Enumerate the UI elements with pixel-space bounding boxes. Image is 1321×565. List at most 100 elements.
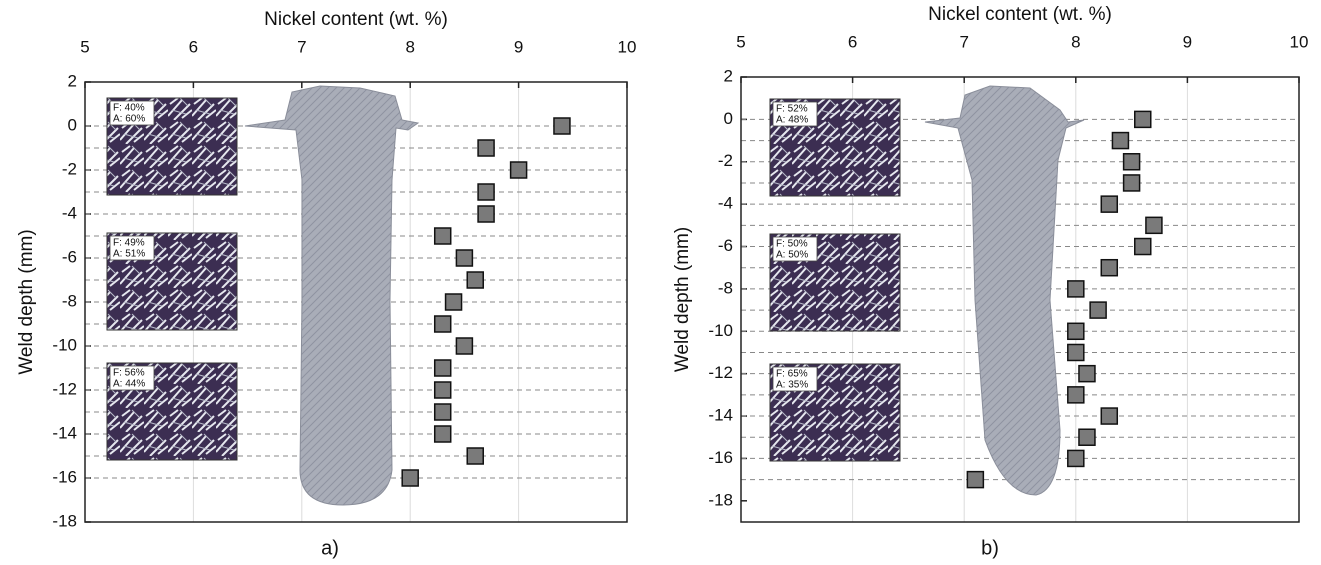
y-tick-label: -4 — [718, 194, 733, 213]
data-point — [1067, 280, 1085, 298]
x-tick-label: 6 — [848, 32, 857, 51]
data-point — [466, 271, 484, 289]
data-point — [553, 117, 571, 135]
data-point — [1122, 174, 1141, 192]
data-point — [477, 205, 495, 223]
y-tick-label: -18 — [708, 490, 733, 509]
data-point — [433, 425, 452, 443]
y-tick-label: -8 — [718, 278, 733, 297]
inset-label-box — [109, 100, 155, 126]
inset-label: F: 65% — [776, 369, 808, 380]
y-tick-label: -12 — [708, 363, 733, 382]
y-axis-title: Weld depth (mm) — [672, 227, 693, 372]
data-point — [433, 315, 452, 333]
y-tick-label: -2 — [718, 151, 733, 170]
y-tick-label: -6 — [718, 236, 733, 255]
y-tick-label: -6 — [62, 247, 77, 266]
data-point — [1111, 131, 1130, 150]
inset-label-box — [772, 101, 818, 127]
y-tick-label: -10 — [52, 335, 77, 354]
y-tick-label: 0 — [724, 109, 733, 128]
inset-label: A: 35% — [776, 380, 808, 391]
x-tick-label: 9 — [1183, 32, 1192, 51]
panel-label: b) — [981, 537, 999, 559]
weld-macrograph — [244, 85, 420, 506]
y-tick-label: -14 — [708, 406, 733, 425]
data-point — [1100, 258, 1119, 277]
data-point — [1134, 110, 1152, 129]
weld-macrograph — [924, 85, 1085, 496]
data-point — [1089, 301, 1107, 319]
y-tick-label: -2 — [62, 159, 77, 178]
inset-label: F: 56% — [113, 368, 145, 379]
data-point — [477, 183, 495, 201]
inset-label: F: 49% — [113, 238, 145, 249]
data-point — [1067, 322, 1085, 341]
data-point — [444, 293, 463, 311]
data-point — [1067, 449, 1085, 468]
y-tick-label: -14 — [52, 423, 77, 442]
inset-label-box — [772, 236, 818, 262]
data-point — [455, 337, 474, 355]
data-point — [1078, 364, 1096, 383]
data-point — [966, 470, 985, 489]
data-point — [401, 469, 419, 487]
inset-label: F: 40% — [113, 103, 145, 114]
x-tick-label: 7 — [959, 32, 968, 51]
data-point — [466, 447, 484, 465]
y-tick-label: -12 — [52, 379, 77, 398]
x-tick-label: 5 — [736, 32, 745, 51]
data-point — [477, 139, 495, 157]
y-tick-label: 2 — [68, 71, 77, 90]
x-tick-label: 9 — [514, 37, 523, 56]
data-point — [1134, 237, 1152, 256]
plot-frame — [84, 81, 628, 523]
y-tick-label: -16 — [708, 448, 733, 467]
inset-label: A: 60% — [113, 114, 145, 125]
x-tick-label: 8 — [405, 37, 414, 56]
data-point — [433, 403, 452, 421]
data-point — [433, 359, 452, 377]
y-tick-label: -10 — [708, 321, 733, 340]
y-tick-label: -18 — [52, 511, 77, 530]
inset-label-box — [109, 235, 155, 261]
data-point — [1067, 386, 1085, 404]
data-point — [509, 161, 528, 179]
y-tick-label: 2 — [724, 66, 733, 85]
data-point — [1067, 343, 1085, 362]
data-point — [1078, 428, 1096, 446]
y-tick-label: -4 — [62, 203, 77, 222]
inset-label-box — [772, 366, 818, 392]
data-point — [433, 227, 452, 245]
data-point — [433, 381, 452, 399]
x-axis-title: Nickel content (wt. %) — [928, 4, 1112, 25]
inset-label: A: 48% — [776, 115, 808, 126]
inset-label: A: 51% — [113, 249, 145, 260]
data-point — [1145, 216, 1163, 235]
y-axis-title: Weld depth (mm) — [16, 229, 37, 374]
inset-label: A: 50% — [776, 250, 808, 261]
y-tick-label: -8 — [62, 291, 77, 310]
data-point — [1100, 195, 1119, 213]
data-point — [1100, 407, 1119, 425]
x-tick-label: 10 — [1290, 32, 1309, 51]
inset-label: F: 50% — [776, 239, 808, 250]
data-point — [455, 249, 474, 267]
x-tick-label: 7 — [297, 37, 306, 56]
x-tick-label: 8 — [1071, 32, 1080, 51]
x-tick-label: 5 — [80, 37, 89, 56]
inset-label: F: 52% — [776, 104, 808, 115]
x-axis-title: Nickel content (wt. %) — [264, 9, 448, 30]
x-tick-label: 10 — [618, 37, 637, 56]
panel-label: a) — [321, 537, 339, 559]
y-tick-label: 0 — [68, 115, 77, 134]
plot-frame — [740, 76, 1300, 523]
inset-label: A: 44% — [113, 379, 145, 390]
data-point — [1122, 153, 1141, 171]
x-tick-label: 6 — [189, 37, 198, 56]
y-tick-label: -16 — [52, 467, 77, 486]
inset-label-box — [109, 365, 155, 391]
